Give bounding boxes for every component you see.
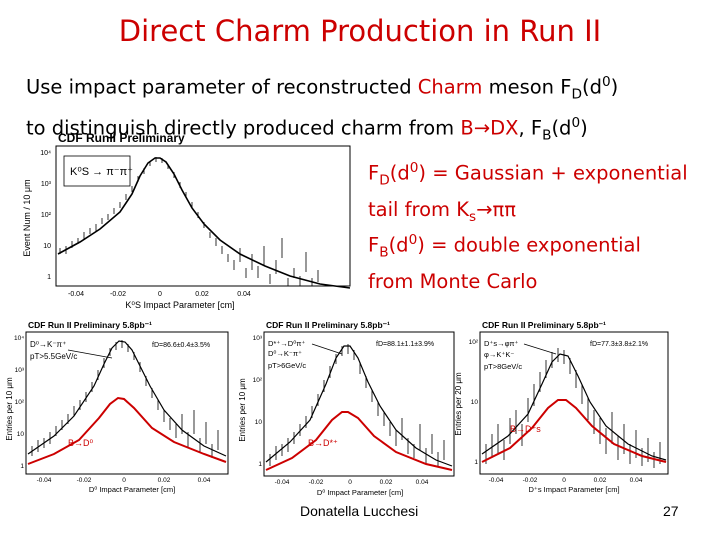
y-tick: 1 [47,274,51,281]
fd-label: fD=77.3±3.8±2.1% [590,341,648,348]
y-tick: 10³ [253,335,263,342]
y-axis-label: Entries per 20 μm [454,372,463,436]
x-tick: 0.04 [237,291,251,298]
x-tick: 0 [348,479,352,486]
y-axis-label: Event Num / 10 μm [22,179,32,256]
decay-label: D⁰→K⁻π⁺ [30,340,66,349]
x-tick: 0 [122,477,126,484]
ds-impact-parameter-plot: CDF Run II Preliminary 5.8pb⁻¹ Entries p… [454,320,669,494]
y-axis-label: Entries per 10 μm [238,378,247,442]
fit-curve-total [27,340,227,457]
arrow [311,343,343,355]
plot-header: CDF Run II Preliminary 5.8pb⁻¹ [28,320,152,330]
fd-label: fD=86.6±0.4±3.5% [152,342,210,349]
cut-label: pT>5.5GeV/c [30,352,77,361]
page-number: 27 [663,503,679,519]
footer-author: Donatella Lucchesi [300,503,419,519]
plot-frame [25,331,229,475]
decay-label-2: D⁰→K⁻π⁺ [268,349,302,358]
slide-title: Direct Charm Production in Run II [118,14,602,48]
plot-frame [263,331,455,477]
fit-curve-total [265,345,453,467]
b-component-label: B→D*⁺ [308,438,338,448]
y-tick: 10² [41,212,52,219]
plot-header: CDF RunII Preliminary [58,131,185,145]
x-tick: -0.04 [68,291,84,298]
legend-label: K⁰S → π⁻π⁺ [70,166,133,178]
x-tick: -0.02 [309,479,324,486]
fit-curve-total [481,353,667,461]
plot-frame [479,331,669,475]
y-tick: 1 [474,459,478,466]
y-tick: 10² [469,339,479,346]
x-tick: -0.04 [275,479,290,486]
x-tick: -0.02 [110,291,126,298]
x-tick: -0.04 [489,477,504,484]
x-tick: 0 [158,291,162,298]
arrow [523,343,557,355]
y-tick: 10² [15,399,25,406]
ks-impact-parameter-plot: CDF RunII Preliminary Event Num / 10 μm … [22,131,351,310]
arrow [67,349,113,359]
x-tick: -0.02 [523,477,538,484]
x-axis-label: K⁰S Impact Parameter [cm] [125,300,234,310]
y-tick: 10 [17,431,25,438]
cut-label: pT>6GeV/c [268,361,306,370]
fit-curve-b-component [27,396,227,465]
x-tick: 0.04 [630,477,643,484]
y-tick: 10 [471,399,479,406]
x-tick: -0.04 [37,477,52,484]
x-tick: -0.02 [77,477,92,484]
decay-label-1: D*⁺→D⁰π⁺ [268,339,305,348]
x-tick: 0.02 [195,291,209,298]
x-tick: 0.02 [158,477,171,484]
x-tick: 0 [562,477,566,484]
x-axis-label: D⁺s Impact Parameter [cm] [528,485,619,494]
y-tick: 10 [43,243,51,250]
decay-label-1: D⁺s→φπ⁺ [484,339,519,348]
cut-label: pT>8GeV/c [484,362,522,371]
y-tick: 1 [20,463,24,470]
x-axis-label: D⁰ Impact Parameter [cm] [317,488,403,497]
y-axis-label: Entries per 10 μm [5,377,14,441]
x-tick: 0.04 [416,479,429,486]
y-tick: 10² [253,377,263,384]
intro-line-2: to distinguish directly produced charm f… [26,115,588,144]
b-component-label: B→D⁺s [510,424,541,434]
decay-label-2: φ→K⁺K⁻ [484,350,514,359]
fit-curve-b-component [265,411,453,471]
y-tick: 10³ [15,367,25,374]
fit-curve-b-component [481,399,667,463]
d0-impact-parameter-plot: CDF Run II Preliminary 5.8pb⁻¹ Entries p… [5,320,229,494]
dstar-impact-parameter-plot: CDF Run II Preliminary 5.8pb⁻¹ Entries p… [238,320,455,497]
fd-label: fD=88.1±1.1±3.9% [376,341,434,348]
fit-curve [57,157,351,289]
x-tick: 0.02 [380,479,393,486]
y-tick: 10⁴ [14,335,24,342]
x-tick: 0.02 [594,477,607,484]
plot-frame [55,145,351,287]
intro-text: Use impact parameter of reconstructed Ch… [26,68,618,151]
b-component-label: B→D⁰ [68,438,94,448]
y-tick: 10⁴ [40,150,51,157]
y-tick: 10³ [41,181,52,188]
intro-line-1: Use impact parameter of reconstructed Ch… [26,74,619,103]
note-fd: FD(d0) = Gaussian + exponential tail fro… [368,160,688,226]
x-tick: 0.04 [198,477,211,484]
note-fb: FB(d0) = double exponential from Monte C… [368,232,641,294]
y-tick: 10 [255,419,263,426]
plot-header: CDF Run II Preliminary 5.8pb⁻¹ [266,320,390,330]
legend-box [63,155,131,187]
x-axis-label: D⁰ Impact Parameter [cm] [89,485,175,494]
y-tick: 1 [258,461,262,468]
plot-header: CDF Run II Preliminary 5.8pb⁻¹ [482,320,606,330]
